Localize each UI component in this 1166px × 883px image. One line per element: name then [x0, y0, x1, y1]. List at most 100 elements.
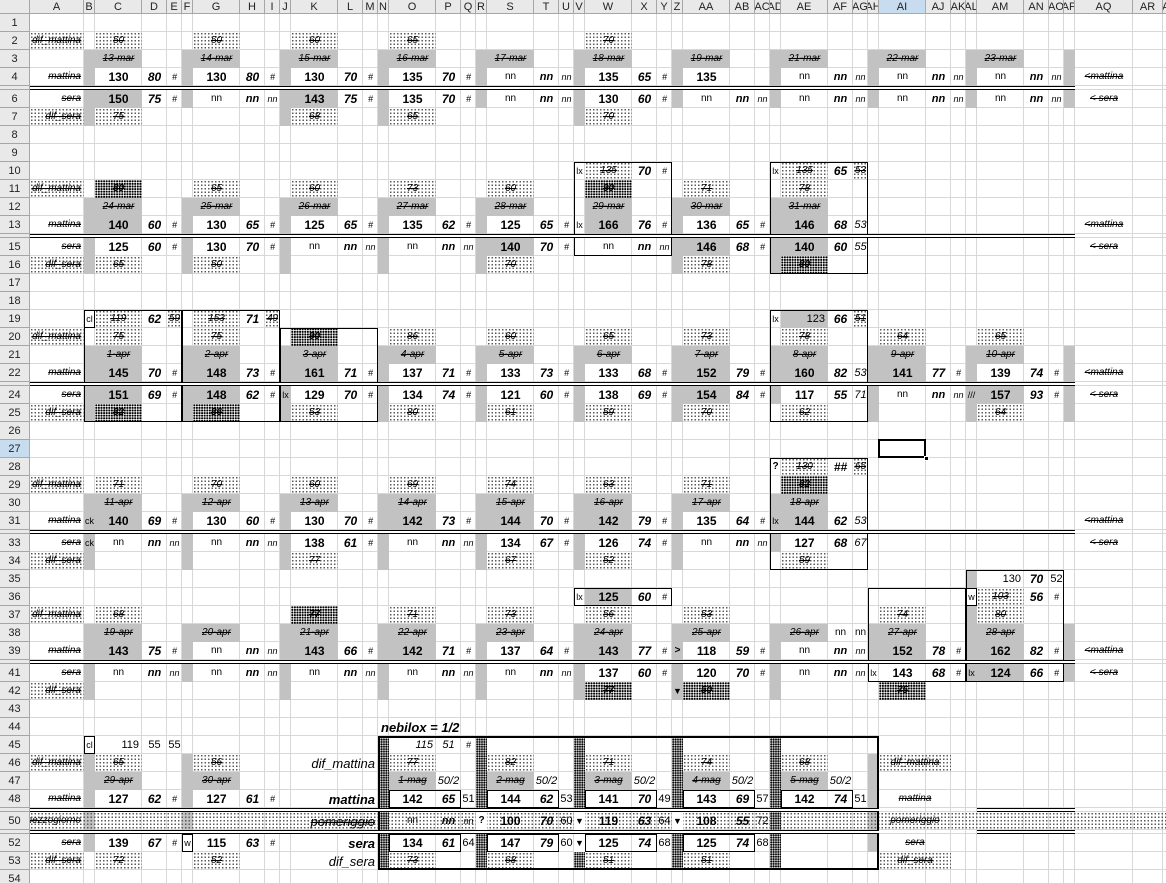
cell-Z42[interactable]: ▼ [673, 685, 682, 696]
cell-C21[interactable]: 1-apr [95, 346, 142, 364]
cell-P24[interactable]: 74 [441, 388, 456, 402]
row-header-10[interactable]: 10 [0, 162, 30, 180]
cell-S52[interactable]: 147 [500, 836, 521, 850]
row-header-32[interactable] [0, 530, 30, 534]
cell-D45[interactable]: 55 [148, 738, 161, 751]
cell-AK4[interactable]: nn [953, 71, 964, 82]
cell-A11[interactable]: dif_mattina [30, 180, 84, 198]
cell-G33[interactable]: nn [210, 537, 223, 548]
column-header-A[interactable]: A [30, 0, 84, 14]
column-header-AQ[interactable]: AQ [1075, 0, 1133, 14]
cell-AK24[interactable]: nn [953, 389, 964, 400]
cell-AF39[interactable]: nn [833, 644, 848, 657]
cell-S39[interactable]: 137 [500, 644, 521, 658]
column-header-B[interactable]: B [84, 0, 95, 14]
cell-X52[interactable]: 74 [637, 836, 652, 850]
cell-AC39[interactable]: # [759, 645, 765, 656]
cell-AI41[interactable]: 143 [892, 666, 913, 680]
cell-AA38[interactable]: 25-apr [683, 624, 730, 642]
row-header-15[interactable]: 15 [0, 238, 30, 256]
column-header-AN[interactable]: AN [1024, 0, 1049, 14]
cell-L41[interactable]: nn [343, 666, 358, 679]
cell-E19[interactable]: 59 [167, 310, 182, 328]
row-header-34[interactable]: 34 [0, 552, 30, 570]
cell-D6[interactable]: 75 [147, 92, 162, 106]
cell-AC13[interactable]: # [759, 219, 765, 230]
cell-S15[interactable]: 140 [487, 238, 534, 256]
row-header-2[interactable]: 2 [0, 32, 30, 50]
cell-AI4[interactable]: nn [896, 71, 909, 82]
column-header-I[interactable]: I [265, 0, 280, 14]
cell-AG6[interactable]: nn [855, 93, 866, 104]
cell-AG33[interactable]: 67 [854, 536, 867, 549]
cell-C6[interactable]: 150 [95, 90, 142, 108]
cell-K53[interactable]: dif_sera [328, 853, 375, 869]
row-header-3[interactable]: 3 [0, 50, 30, 68]
cell-D48[interactable]: 62 [147, 792, 162, 806]
cell-AC22[interactable]: # [759, 367, 765, 378]
cell-V36[interactable]: lx [576, 591, 583, 602]
cell-AA30[interactable]: 17-apr [683, 494, 730, 512]
cell-AN39[interactable]: 82 [1029, 644, 1044, 658]
cell-AF13[interactable]: 68 [833, 218, 848, 232]
cell-T6[interactable]: nn [539, 92, 554, 105]
cell-C19[interactable]: 119 [95, 310, 142, 328]
cell-AN24[interactable]: 93 [1029, 388, 1044, 402]
row-header-33[interactable]: 33 [0, 534, 30, 552]
cell-AB39[interactable]: 59 [735, 644, 750, 658]
cell-W20[interactable]: 65 [585, 328, 632, 346]
cell-W33[interactable]: 126 [598, 536, 619, 550]
cell-G2[interactable]: 50 [193, 32, 240, 50]
cell-AA24[interactable]: 154 [683, 386, 730, 404]
cell-AC41[interactable]: # [759, 667, 765, 678]
cell-E15[interactable]: # [171, 241, 177, 252]
cell-A46[interactable]: dif_mattina [30, 754, 84, 772]
cell-W7[interactable]: 70 [585, 108, 632, 126]
cell-AM41[interactable]: 124 [977, 664, 1024, 682]
cell-AQ24[interactable]: < sera [1089, 389, 1119, 400]
cell-X22[interactable]: 68 [637, 366, 652, 380]
cell-Q4[interactable]: # [465, 71, 471, 82]
cell-AE39[interactable]: nn [798, 645, 811, 656]
cell-A50[interactable]: mezzogiorno [23, 815, 81, 826]
cell-D39[interactable]: 75 [147, 644, 162, 658]
cell-AM4[interactable]: nn [994, 71, 1007, 82]
cell-E45[interactable]: 55 [168, 738, 181, 751]
row-header-28[interactable]: 28 [0, 458, 30, 476]
cell-AN35[interactable]: 70 [1029, 572, 1044, 586]
cell-AC50[interactable]: 72 [756, 814, 769, 827]
cell-W36[interactable]: 125 [585, 588, 632, 606]
cell-AA46[interactable]: 74 [683, 754, 730, 772]
cell-C30[interactable]: 11-apr [95, 494, 142, 512]
cell-S13[interactable]: 125 [500, 218, 521, 232]
cell-O45[interactable]: 115 [415, 738, 433, 751]
cell-AF19[interactable]: 66 [833, 312, 848, 326]
cell-X6[interactable]: 60 [637, 92, 652, 106]
cell-W38[interactable]: 24-apr [585, 624, 632, 642]
cell-AM21[interactable]: 10-apr [977, 346, 1024, 364]
cell-Y48[interactable]: 49 [658, 792, 671, 805]
cell-S20[interactable]: 60 [487, 328, 534, 346]
row-header-7[interactable]: 7 [0, 108, 30, 126]
cell-AE12[interactable]: 31-mar [781, 198, 828, 216]
cell-L24[interactable]: 70 [343, 388, 358, 402]
cell-O30[interactable]: 14-apr [389, 494, 436, 512]
cell-M39[interactable]: # [367, 645, 373, 656]
row-header-6[interactable]: 6 [0, 90, 30, 108]
cell-AD19[interactable]: lx [772, 313, 779, 324]
cell-AO35[interactable]: 52 [1050, 572, 1063, 585]
cell-AB24[interactable]: 84 [735, 388, 750, 402]
column-header-Q[interactable]: Q [461, 0, 476, 14]
cell-T22[interactable]: 73 [539, 366, 554, 380]
cell-AB33[interactable]: nn [735, 536, 750, 549]
cell-W12[interactable]: 29-mar [585, 198, 632, 216]
cell-AO6[interactable]: nn [1051, 93, 1062, 104]
cell-W47[interactable]: 3-mag [585, 772, 632, 790]
cell-I33[interactable]: nn [267, 537, 278, 548]
cell-AA50[interactable]: 108 [696, 814, 717, 828]
cell-K50[interactable]: pomeriggio [310, 813, 375, 829]
column-header-AK[interactable]: AK [951, 0, 966, 14]
cell-AE41[interactable]: nn [798, 667, 811, 678]
cell-G52[interactable]: 115 [206, 836, 227, 850]
cell-AA48[interactable]: 143 [696, 792, 717, 806]
